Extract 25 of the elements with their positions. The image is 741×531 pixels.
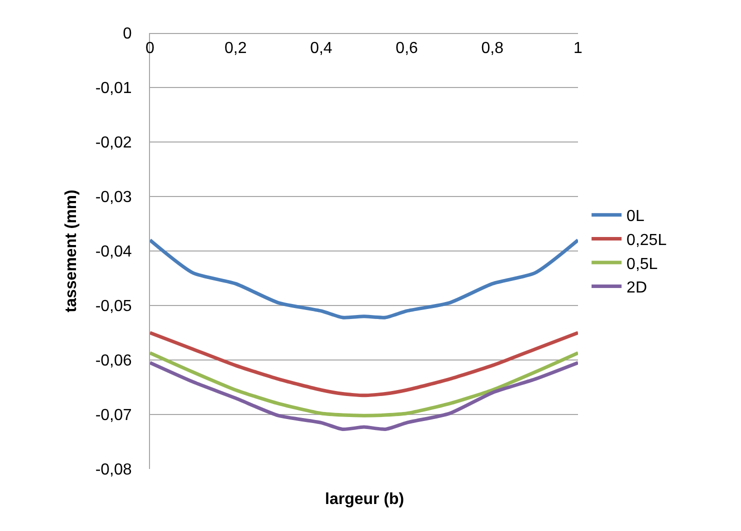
x-axis-title: largeur (b) [325,491,404,508]
y-tick-label: -0,03 [95,189,132,206]
line-series [150,351,578,418]
line-series [150,331,578,398]
y-tick-label: -0,04 [95,244,132,261]
x-tick-label: 0,2 [224,40,247,58]
y-tick-label: 0 [122,26,132,43]
y-axis-title: tassement (mm) [63,190,80,312]
line-series [150,360,578,431]
x-tick-label: 0,6 [396,40,418,58]
legend-label: 0,25L [626,232,667,249]
y-tick-label: -0,02 [95,134,132,152]
x-tick-label: 0 [146,40,155,58]
legend-label: 0L [626,208,644,226]
y-tick-label: -0,08 [95,462,132,479]
x-tick-label: 0,8 [481,40,504,58]
y-tick-label: -0,06 [95,352,132,370]
x-tick-label: 1 [574,40,583,58]
line-series [150,238,578,320]
y-tick-label: -0,07 [95,407,132,424]
y-tick-label: -0,05 [95,298,132,316]
x-tick-label: 0,4 [310,40,332,58]
legend-label: 0,5L [626,256,658,273]
legend-label: 2D [626,280,648,297]
y-tick-label: -0,01 [95,80,132,98]
